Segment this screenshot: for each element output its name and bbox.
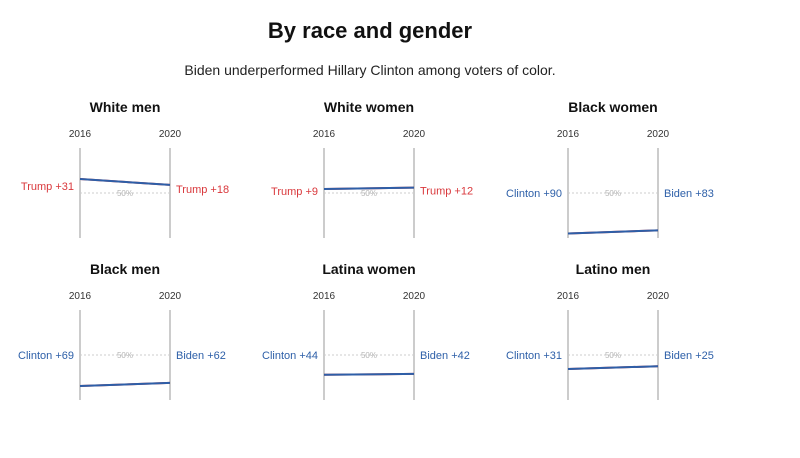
year-label-2020: 2020	[403, 129, 426, 140]
margin-label-2016: Clinton +31	[506, 350, 562, 362]
chart-title: Black men	[90, 261, 160, 277]
midline-label: 50%	[361, 351, 377, 360]
chart-title: Latina women	[322, 261, 415, 277]
year-label-2020: 2020	[403, 291, 426, 302]
chart-title: White women	[324, 99, 414, 115]
margin-label-2016: Trump +9	[271, 186, 318, 198]
year-label-2016: 2016	[69, 291, 92, 302]
year-label-2016: 2016	[557, 129, 580, 140]
year-label-2020: 2020	[159, 129, 182, 140]
year-label-2016: 2016	[557, 291, 580, 302]
democrat-line	[323, 186, 415, 190]
margin-label-2020: Trump +18	[176, 184, 229, 196]
margin-label-2020: Biden +62	[176, 350, 226, 362]
midline-label: 50%	[605, 351, 621, 360]
year-label-2016: 2016	[313, 129, 336, 140]
year-label-2016: 2016	[69, 129, 92, 140]
democrat-line	[567, 229, 659, 235]
democrat-line	[567, 365, 659, 370]
margin-label-2020: Biden +83	[664, 188, 714, 200]
margin-label-2020: Biden +25	[664, 350, 714, 362]
page-title: By race and gender	[267, 18, 473, 43]
democrat-line	[79, 178, 171, 186]
year-label-2016: 2016	[313, 291, 336, 302]
margin-label-2020: Biden +42	[420, 350, 470, 362]
margin-label-2016: Clinton +90	[506, 188, 562, 200]
margin-label-2016: Clinton +69	[18, 350, 74, 362]
margin-label-2016: Trump +31	[21, 181, 74, 193]
margin-label-2020: Trump +12	[420, 185, 473, 197]
midline-label: 50%	[361, 189, 377, 198]
chart-title: Black women	[568, 99, 657, 115]
chart-title: Latino men	[576, 261, 651, 277]
democrat-line	[79, 381, 171, 388]
year-label-2020: 2020	[647, 291, 670, 302]
year-label-2020: 2020	[159, 291, 182, 302]
page-subtitle: Biden underperformed Hillary Clinton amo…	[184, 62, 556, 78]
chart-title: White men	[90, 99, 161, 115]
margin-label-2016: Clinton +44	[262, 350, 318, 362]
democrat-line	[323, 372, 415, 376]
midline-label: 50%	[117, 189, 133, 198]
midline-label: 50%	[117, 351, 133, 360]
midline-label: 50%	[605, 189, 621, 198]
year-label-2020: 2020	[647, 129, 670, 140]
